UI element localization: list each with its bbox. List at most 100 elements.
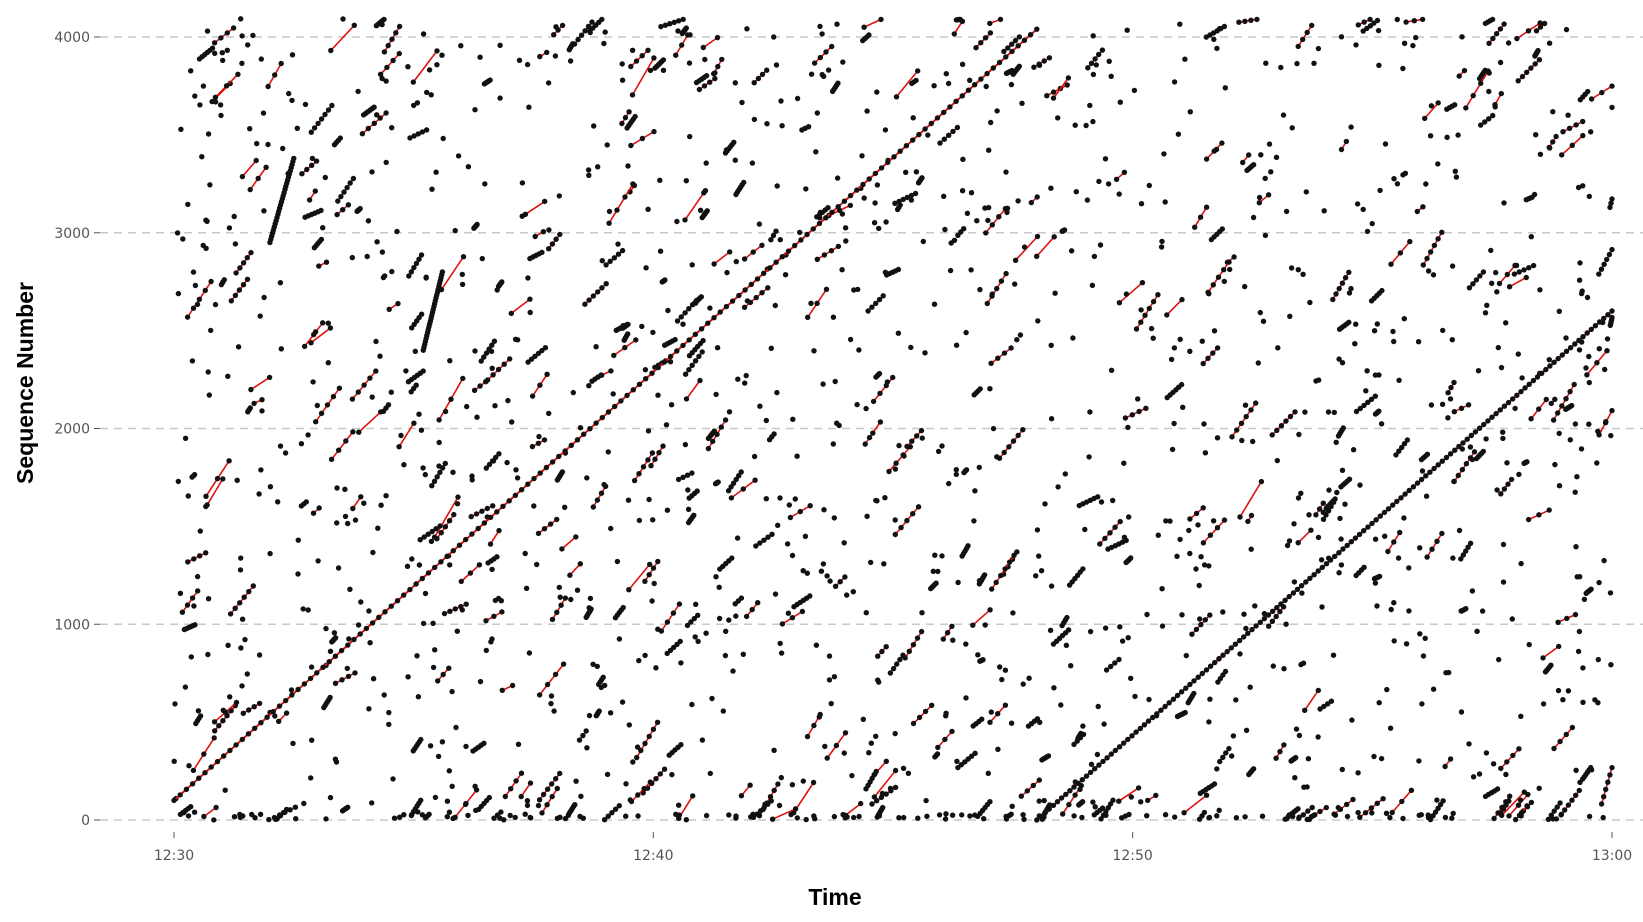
background-run-point [241, 594, 247, 600]
background-point [1474, 628, 1480, 634]
background-run-point [590, 293, 597, 299]
dense-run-2-point [439, 269, 446, 275]
main-series-2-point [1141, 722, 1148, 728]
background-run [977, 657, 986, 664]
background-run-point [577, 561, 583, 567]
background-run-point [1085, 65, 1091, 71]
main-series-1-point [636, 381, 643, 387]
background-point [605, 449, 611, 455]
background-point [863, 610, 869, 616]
background-point [298, 441, 305, 447]
background-run [658, 16, 686, 30]
background-run [1451, 449, 1478, 485]
background-run-point [1346, 319, 1352, 325]
background-run-link [181, 590, 199, 613]
background-run-point [554, 516, 560, 523]
background-point [498, 598, 504, 604]
background-point [408, 812, 415, 819]
background-point [225, 373, 231, 379]
background-run-point [329, 102, 335, 109]
background-run-point [1389, 809, 1395, 816]
background-run-point [684, 622, 691, 629]
background-run-point [1374, 17, 1381, 24]
background-run [1338, 138, 1350, 153]
background-run-point [320, 320, 326, 326]
background-point [834, 420, 840, 426]
background-run [1164, 381, 1185, 401]
background-point [763, 496, 769, 502]
background-point [1266, 141, 1273, 147]
background-point [695, 638, 701, 645]
background-run-point [213, 804, 219, 811]
main-series-2-point [1439, 458, 1446, 464]
main-series-2-point [1410, 484, 1417, 490]
background-run [190, 735, 217, 774]
background-point [936, 812, 943, 818]
background-run [1123, 555, 1134, 566]
main-series-1-point [270, 708, 276, 715]
background-run-point [893, 94, 900, 100]
main-series-2-point [1534, 374, 1541, 380]
background-point [346, 636, 352, 642]
background-run-point [437, 469, 443, 476]
background-run-point [236, 287, 243, 293]
background-point [1296, 814, 1302, 820]
background-point [724, 269, 730, 276]
background-run [1273, 742, 1287, 761]
background-point [534, 561, 540, 568]
background-run-link [1553, 726, 1574, 750]
background-run-point [251, 704, 257, 710]
background-point [619, 699, 626, 705]
background-run-point [551, 32, 557, 38]
background-run [495, 279, 505, 290]
background-run-point [1074, 738, 1080, 744]
background-point [976, 578, 983, 584]
background-run [1588, 83, 1615, 102]
background-run-point [452, 606, 458, 612]
background-run [1418, 451, 1431, 463]
background-point [1546, 357, 1553, 363]
background-run-point [233, 270, 239, 276]
main-series-2-point [1559, 352, 1566, 358]
background-point [1195, 522, 1201, 528]
background-run-point [327, 694, 333, 701]
background-run-point [1266, 623, 1272, 629]
background-point [1268, 169, 1274, 175]
background-run-point [476, 562, 483, 568]
background-run-point [714, 34, 721, 41]
background-run [832, 378, 838, 385]
background-run-point [599, 285, 605, 291]
main-series-1-point [1027, 32, 1034, 38]
main-series-2-point [1158, 707, 1164, 713]
background-run-point [674, 318, 681, 324]
background-point [1315, 734, 1321, 740]
background-run-point [339, 677, 345, 683]
background-run-link [650, 445, 664, 467]
main-series-1-point [283, 697, 289, 704]
background-run-point [446, 665, 452, 671]
background-run [499, 682, 516, 693]
background-run-point [914, 433, 920, 439]
background-point [974, 218, 980, 224]
background-run-point [757, 540, 763, 546]
main-series-1-point [177, 792, 183, 798]
background-point [1072, 122, 1078, 128]
background-run-point [682, 310, 688, 316]
background-run-link [1052, 77, 1070, 99]
background-run-point [653, 776, 659, 782]
background-run-point [1319, 604, 1325, 610]
background-point [819, 31, 825, 37]
background-point [205, 369, 211, 375]
background-point [548, 700, 554, 707]
background-run-point [1135, 785, 1142, 791]
background-run-point [1533, 28, 1540, 34]
main-series-2-point [1315, 568, 1321, 574]
background-run-point [639, 135, 646, 142]
background-run-point [576, 737, 583, 743]
background-run-point [240, 260, 247, 266]
background-run-point [246, 707, 252, 713]
background-run [181, 622, 198, 633]
background-run-point [253, 157, 259, 164]
background-run [1110, 497, 1116, 504]
background-point [1435, 161, 1441, 167]
